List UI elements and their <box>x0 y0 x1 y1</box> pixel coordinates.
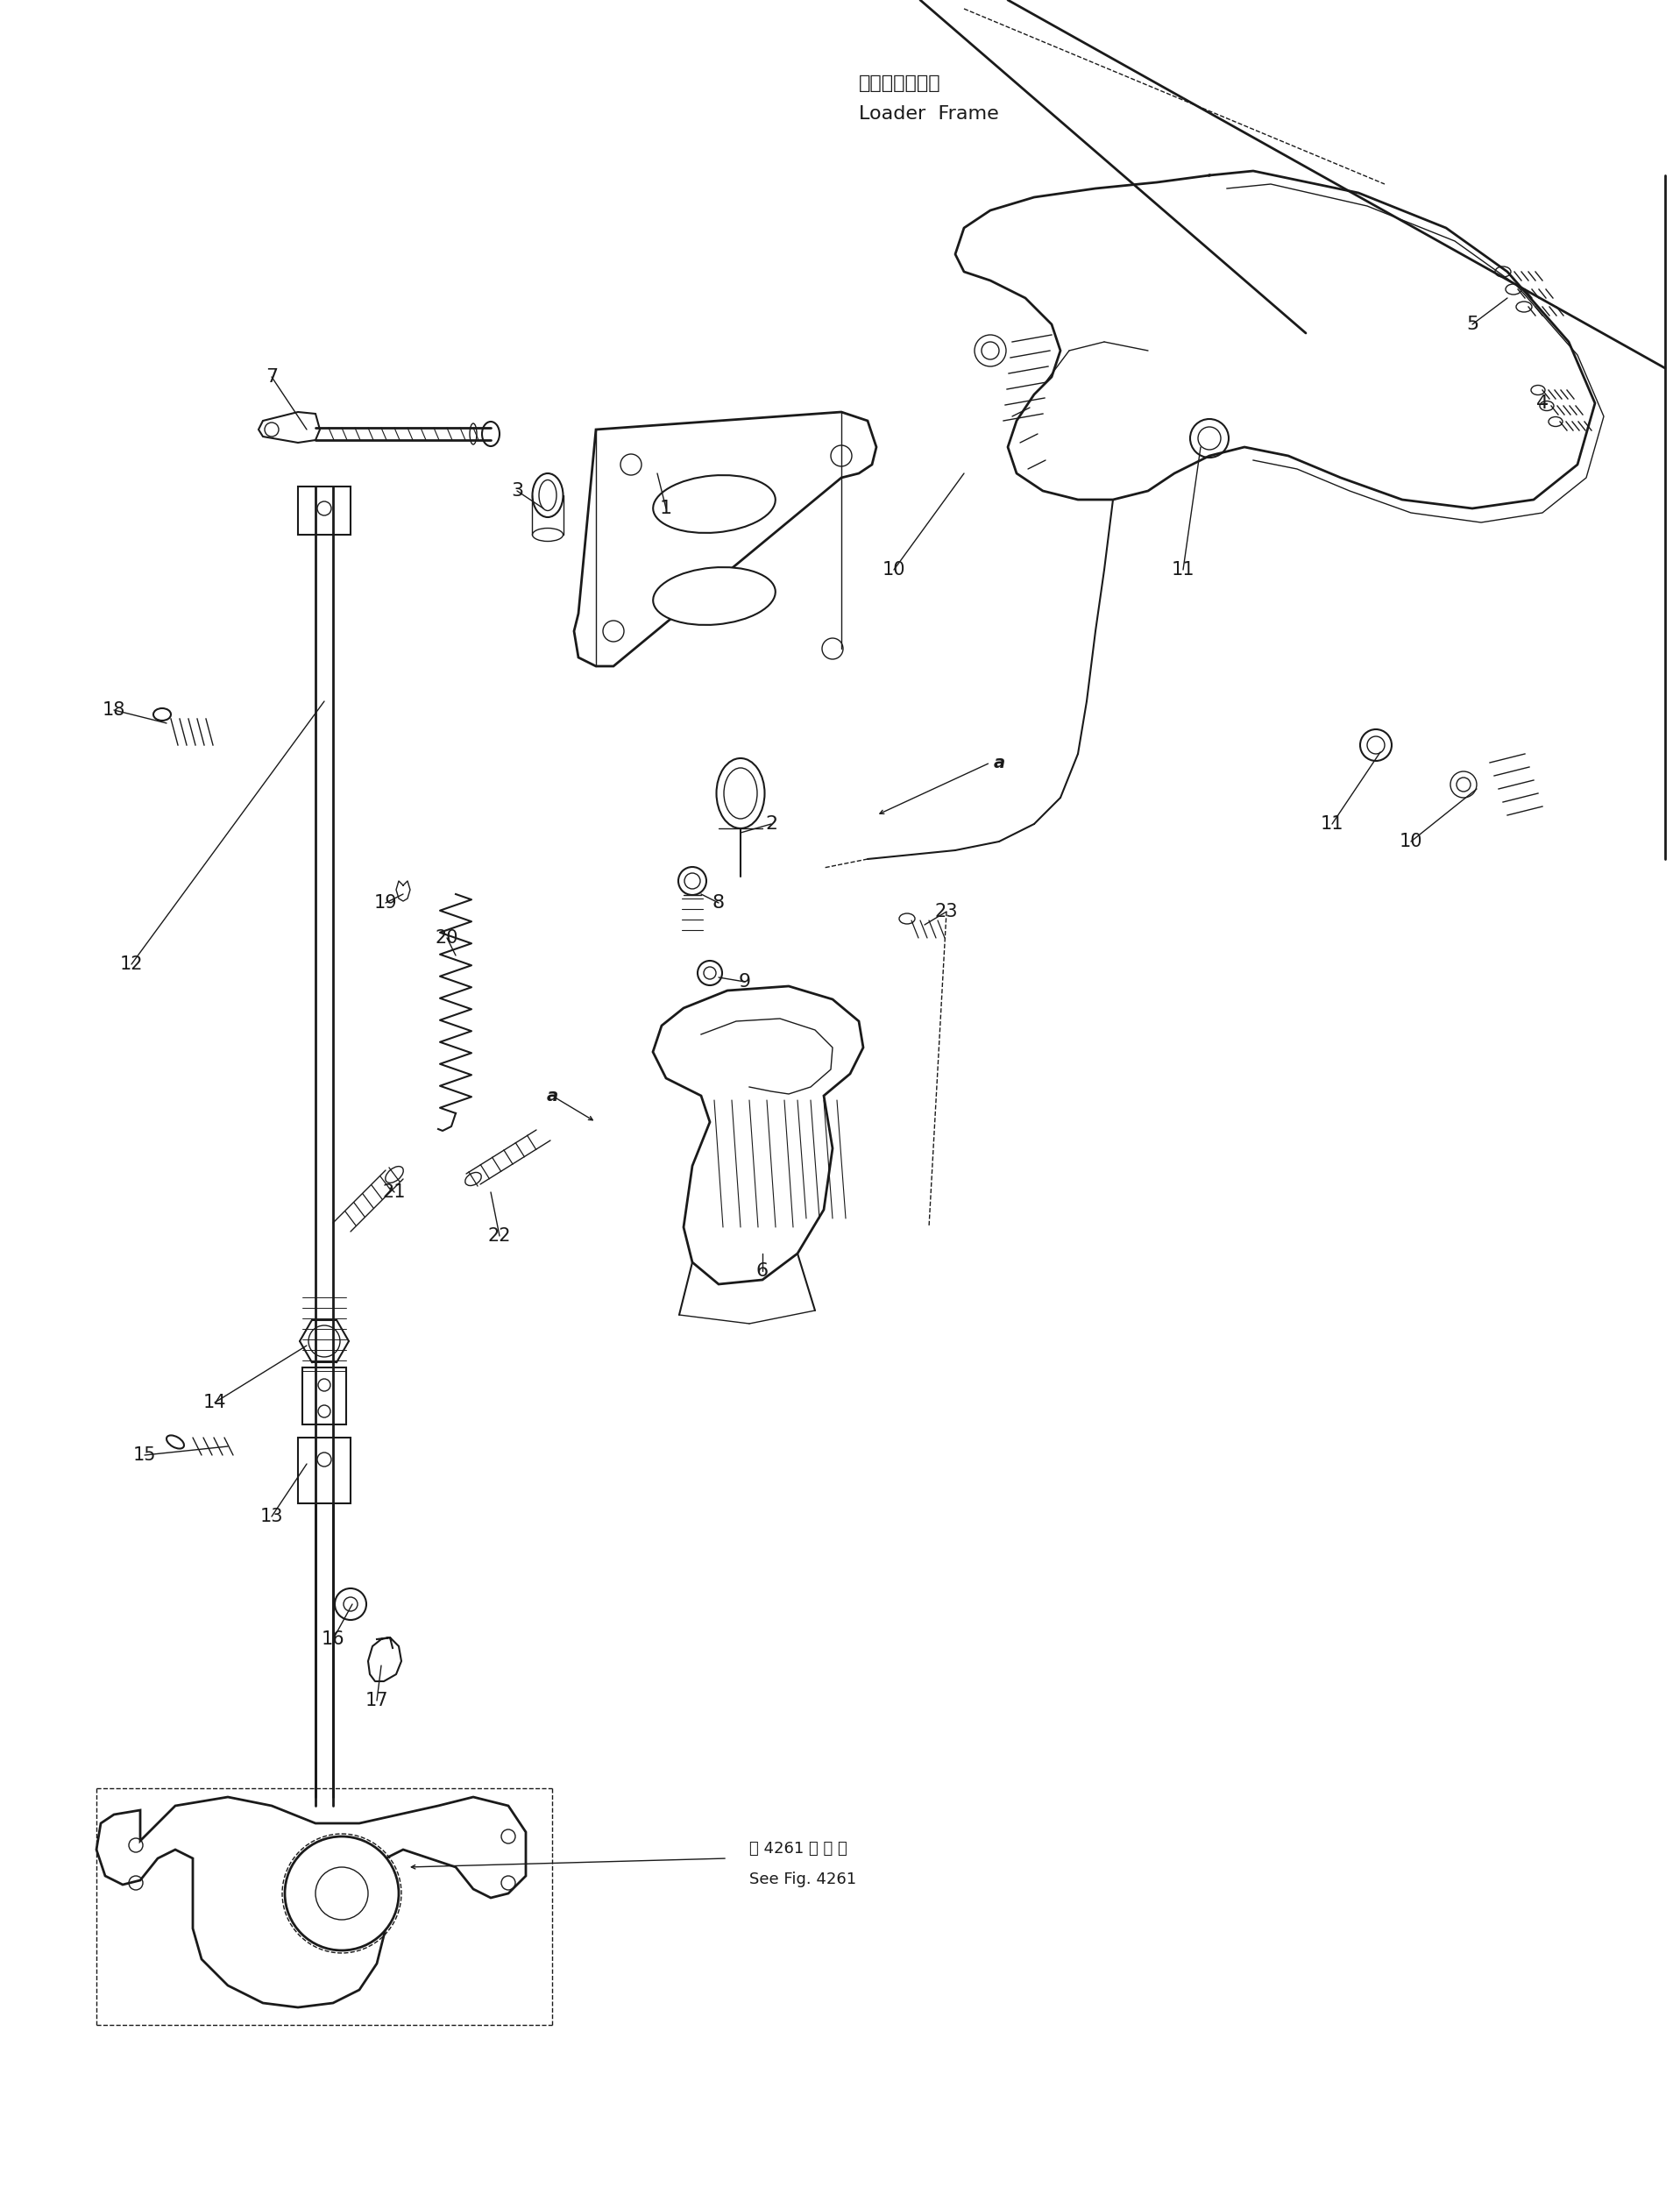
Ellipse shape <box>533 473 563 517</box>
Text: 4: 4 <box>1536 395 1549 413</box>
Ellipse shape <box>385 1166 403 1182</box>
Bar <box>297 486 351 535</box>
Circle shape <box>974 336 1006 367</box>
Text: 19: 19 <box>375 895 396 912</box>
Ellipse shape <box>1505 285 1522 294</box>
Circle shape <box>603 621 623 641</box>
Polygon shape <box>575 413 877 667</box>
Circle shape <box>318 1454 331 1467</box>
Ellipse shape <box>1541 402 1554 411</box>
Circle shape <box>318 1405 331 1418</box>
Text: 21: 21 <box>383 1184 407 1202</box>
Circle shape <box>1361 729 1391 760</box>
Polygon shape <box>259 413 319 442</box>
Circle shape <box>697 961 722 985</box>
Circle shape <box>318 501 331 515</box>
Ellipse shape <box>539 479 556 510</box>
Text: 11: 11 <box>1171 561 1194 579</box>
Ellipse shape <box>1549 418 1562 426</box>
Bar <box>297 1438 351 1504</box>
Circle shape <box>822 638 843 658</box>
Text: 7: 7 <box>265 369 277 387</box>
Text: Loader  Frame: Loader Frame <box>858 106 1000 124</box>
Text: a: a <box>993 753 1005 771</box>
Text: 11: 11 <box>1320 815 1344 833</box>
Ellipse shape <box>1515 303 1532 311</box>
Text: 9: 9 <box>739 972 751 990</box>
Text: 10: 10 <box>1399 833 1423 850</box>
Text: a: a <box>546 1087 558 1104</box>
Text: 5: 5 <box>1467 316 1478 334</box>
Ellipse shape <box>470 424 477 444</box>
Polygon shape <box>96 1796 526 2008</box>
Text: 15: 15 <box>133 1447 156 1465</box>
Text: 12: 12 <box>119 956 143 972</box>
Ellipse shape <box>899 912 916 923</box>
Circle shape <box>1450 771 1477 797</box>
Circle shape <box>1189 420 1228 457</box>
Ellipse shape <box>1495 267 1510 276</box>
Text: 23: 23 <box>934 903 958 921</box>
Circle shape <box>309 1325 339 1356</box>
Text: 2: 2 <box>764 815 778 833</box>
Text: 10: 10 <box>882 561 906 579</box>
Text: 13: 13 <box>260 1509 284 1524</box>
Text: 第 4261 図 参 照: 第 4261 図 参 照 <box>749 1840 847 1856</box>
Ellipse shape <box>482 422 499 446</box>
Ellipse shape <box>153 709 171 720</box>
Circle shape <box>832 446 852 466</box>
Text: 1: 1 <box>660 499 672 517</box>
Ellipse shape <box>654 568 776 625</box>
Circle shape <box>265 422 279 437</box>
Circle shape <box>620 455 642 475</box>
Text: 18: 18 <box>102 700 126 718</box>
Text: 17: 17 <box>365 1692 388 1710</box>
Ellipse shape <box>533 528 563 541</box>
Text: ローダフレーム: ローダフレーム <box>858 75 941 93</box>
Polygon shape <box>654 985 864 1283</box>
Ellipse shape <box>1530 384 1546 395</box>
Ellipse shape <box>654 475 776 532</box>
Circle shape <box>679 866 706 895</box>
Ellipse shape <box>465 1173 482 1186</box>
Text: 6: 6 <box>756 1261 769 1279</box>
Circle shape <box>286 1836 398 1951</box>
Text: 16: 16 <box>321 1630 344 1648</box>
Text: 3: 3 <box>511 482 522 499</box>
Ellipse shape <box>166 1436 185 1449</box>
Text: 22: 22 <box>487 1228 511 1244</box>
Ellipse shape <box>716 758 764 828</box>
Bar <box>302 1367 346 1425</box>
Text: 20: 20 <box>435 930 459 948</box>
Text: See Fig. 4261: See Fig. 4261 <box>749 1871 857 1886</box>
Circle shape <box>318 1378 331 1392</box>
Text: 8: 8 <box>712 895 724 912</box>
Text: 14: 14 <box>203 1394 227 1412</box>
